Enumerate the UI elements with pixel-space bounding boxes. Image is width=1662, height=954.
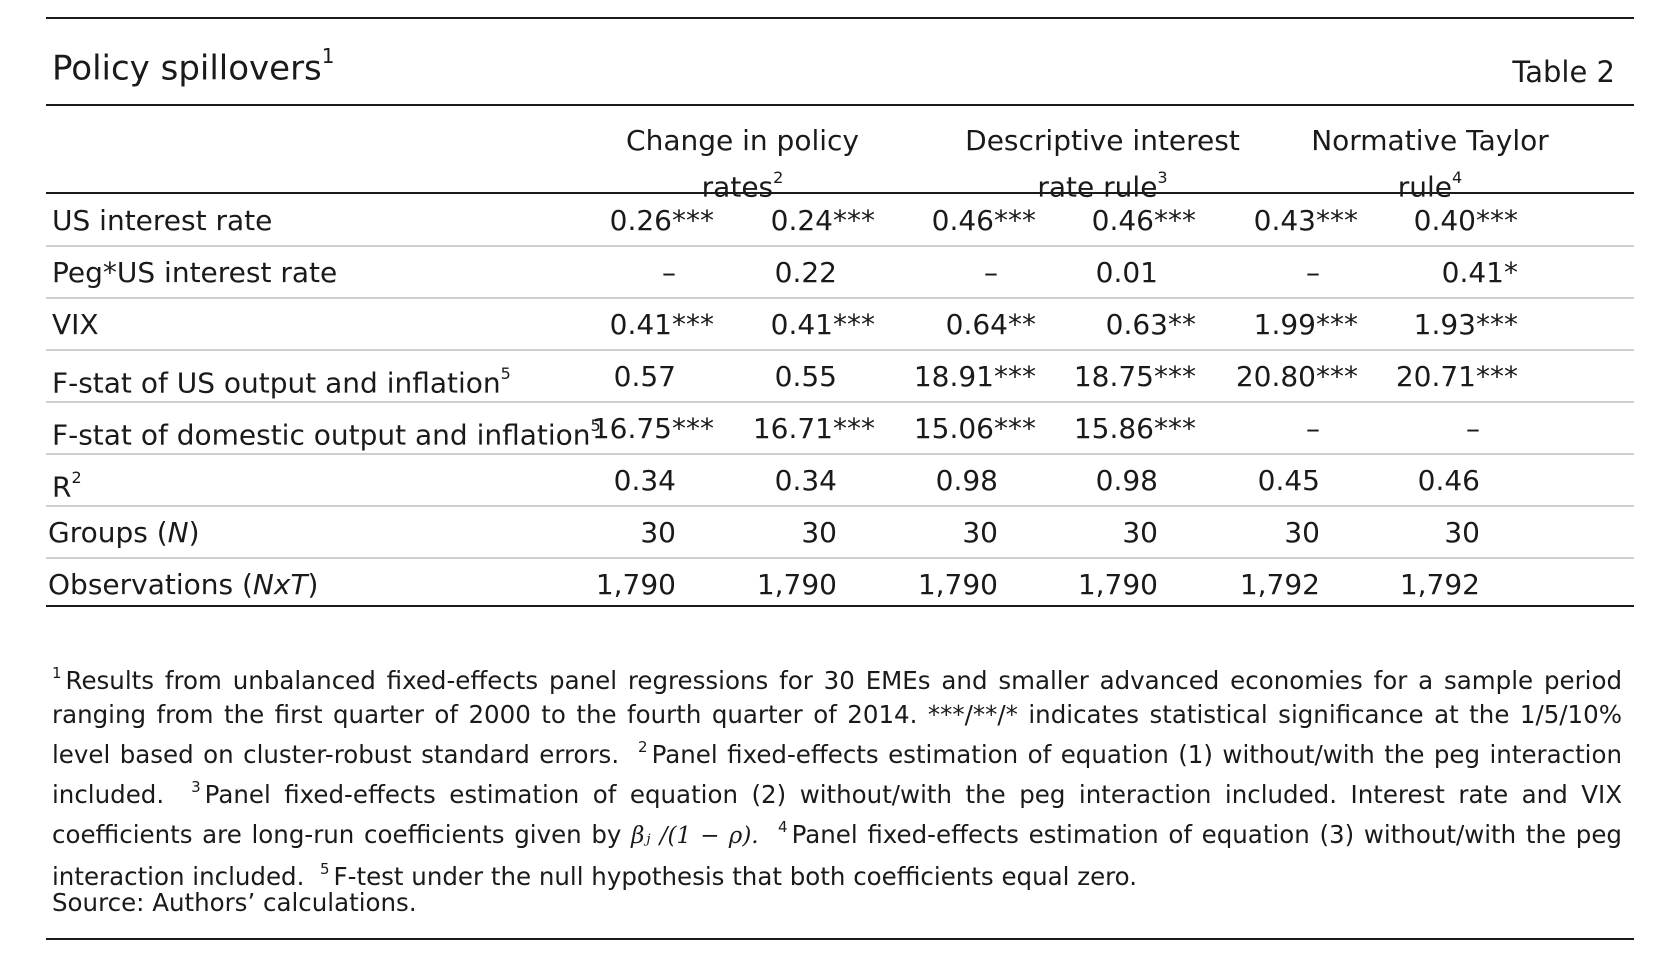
footnote-2: Panel fixed-effects estimation of equati… — [52, 740, 1622, 810]
table-cell: 0.64** — [945, 308, 1036, 341]
row-divider — [46, 245, 1634, 247]
table-cell: – — [1466, 412, 1480, 445]
table-cell: 30 — [962, 516, 998, 549]
table-row: Peg*US interest rate – 0.22 – 0.01 – 0.41* — [46, 246, 1634, 300]
table-row: Observations (NxT) 1,790 1,790 1,790 1,790 1,… — [46, 558, 1634, 612]
table-cell: 1,790 — [917, 568, 998, 601]
table-row: Groups (N) 30 30 30 30 30 30 — [46, 506, 1634, 560]
row-label: R2 — [52, 468, 82, 504]
table-cell: 1,792 — [1399, 568, 1480, 601]
table-cell: 0.55 — [774, 360, 837, 393]
table-cell: 0.46*** — [931, 204, 1036, 237]
table-cell: 16.71*** — [752, 412, 875, 445]
table-cell: 0.46 — [1417, 464, 1480, 497]
table-row: F-stat of US output and inflation5 0.57 0.… — [46, 350, 1634, 404]
footnote-5: F-test under the null hypothesis that bo… — [333, 861, 1138, 891]
table-cell: 30 — [1444, 516, 1480, 549]
column-group-policy-rates: Change in policy rates2 — [626, 124, 859, 204]
footnotes: 1 Results from unbalanced fixed-effects p… — [52, 658, 1622, 894]
table-cell: 0.98 — [1095, 464, 1158, 497]
table-cell: 0.98 — [935, 464, 998, 497]
table-cell: 0.43*** — [1253, 204, 1358, 237]
column-group-descriptive-rule: Descriptive interest rate rule3 — [965, 124, 1240, 204]
row-label: F-stat of domestic output and inflation5 — [52, 416, 601, 452]
table-cell: 0.41*** — [609, 308, 714, 341]
row-label: VIX — [52, 308, 99, 341]
table-cell: 0.57 — [613, 360, 676, 393]
table-bottom-rule — [46, 605, 1634, 607]
footnote-3-formula: βⱼ /(1 − ρ). — [631, 823, 759, 850]
table-cell: 0.40*** — [1413, 204, 1518, 237]
table-cell: 20.80*** — [1235, 360, 1358, 393]
table-cell: 0.26*** — [609, 204, 714, 237]
table-cell: 16.75*** — [591, 412, 714, 445]
table-cell: 0.63** — [1105, 308, 1196, 341]
table-row: US interest rate 0.26*** 0.24*** 0.46*** 0.4… — [46, 194, 1634, 248]
row-divider — [46, 557, 1634, 559]
table-cell: 0.01 — [1095, 256, 1158, 289]
table-cell: 1,790 — [756, 568, 837, 601]
title-rule — [46, 104, 1634, 106]
row-label: F-stat of US output and inflation5 — [52, 364, 511, 400]
table-cell: 1.93*** — [1413, 308, 1518, 341]
table-cell: – — [1306, 412, 1320, 445]
table-cell: 0.41*** — [770, 308, 875, 341]
footnote-2-marker: 2 — [638, 738, 648, 757]
row-divider — [46, 349, 1634, 351]
table-cell: – — [662, 256, 676, 289]
row-divider — [46, 401, 1634, 403]
table-cell: 1,790 — [1077, 568, 1158, 601]
table-cell: 0.34 — [774, 464, 837, 497]
table-cell: – — [984, 256, 998, 289]
table-row: R2 0.34 0.34 0.98 0.98 0.45 0.46 — [46, 454, 1634, 508]
row-divider — [46, 453, 1634, 455]
footnote-5-marker: 5 — [319, 859, 330, 878]
row-label: Peg*US interest rate — [52, 256, 338, 289]
footnote-4-marker: 4 — [778, 818, 788, 837]
row-divider — [46, 297, 1634, 299]
table-cell: 0.24*** — [770, 204, 875, 237]
table-number: Table 2 — [1512, 55, 1615, 89]
table-cell: 0.34 — [613, 464, 676, 497]
footnote-1: Results from unbalanced fixed-effects pa… — [52, 666, 1622, 770]
header-rule — [46, 192, 1634, 194]
column-group-taylor-rule: Normative Taylor rule4 — [1311, 124, 1549, 204]
table-row: F-stat of domestic output and inflation5… — [46, 402, 1634, 456]
table-cell: 1,792 — [1239, 568, 1320, 601]
table-cell: 15.86*** — [1073, 412, 1196, 445]
table-cell: 20.71*** — [1395, 360, 1518, 393]
table-row: VIX 0.41*** 0.41*** 0.64** 0.63** 1.99*** 1.93… — [46, 298, 1634, 352]
top-rule — [46, 17, 1634, 19]
table-cell: 0.46*** — [1091, 204, 1196, 237]
table-cell: 18.91*** — [913, 360, 1036, 393]
table-cell: 30 — [1122, 516, 1158, 549]
table-cell: 0.22 — [774, 256, 837, 289]
table-cell: 15.06*** — [913, 412, 1036, 445]
table-cell: 30 — [801, 516, 837, 549]
row-divider — [46, 505, 1634, 507]
footnote-1-marker: 1 — [52, 664, 62, 682]
table-cell: 0.45 — [1257, 464, 1320, 497]
table-cell: 18.75*** — [1073, 360, 1196, 393]
row-label: Groups (N) — [48, 516, 200, 549]
row-label: Observations (NxT) — [48, 568, 319, 601]
footnote-3: Panel fixed-effects estimation of equati… — [52, 780, 1623, 850]
table-cell: 30 — [1284, 516, 1320, 549]
table-cell: 1.99*** — [1253, 308, 1358, 341]
source-note: Source: Authors’ calculations. — [52, 888, 417, 917]
footnote-4: Panel fixed-effects estimation of equati… — [52, 820, 1622, 891]
row-label: US interest rate — [52, 204, 273, 237]
bottom-rule — [46, 938, 1634, 940]
table-cell: 1,790 — [595, 568, 676, 601]
footnote-3-marker: 3 — [191, 778, 201, 797]
table-title: Policy spillovers1 — [52, 44, 335, 89]
table-cell: 30 — [640, 516, 676, 549]
table-cell: – — [1306, 256, 1320, 289]
table-cell: 0.41* — [1441, 256, 1518, 289]
